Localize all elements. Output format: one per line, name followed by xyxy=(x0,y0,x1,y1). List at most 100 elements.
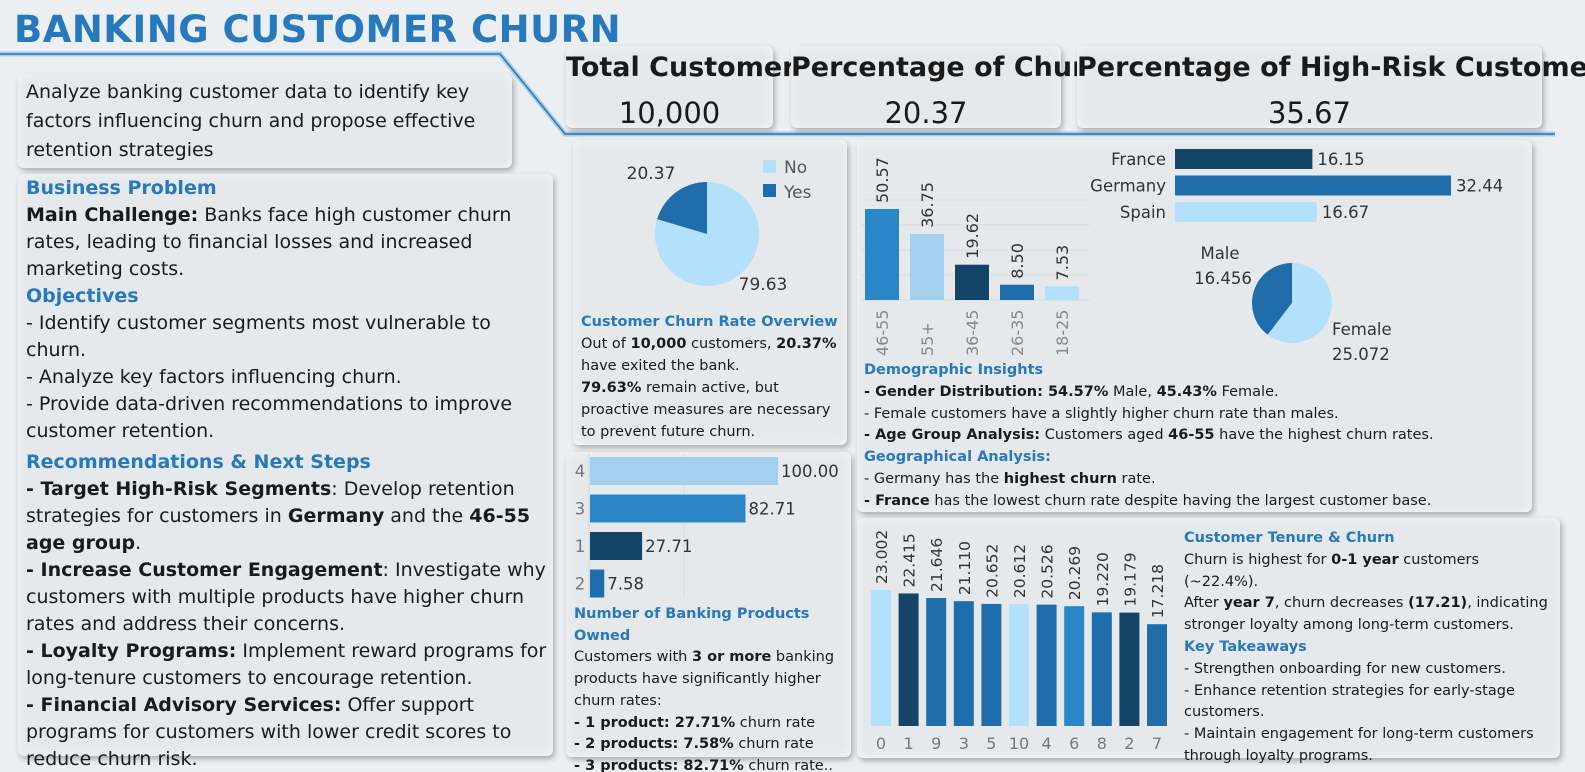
age-value-label: 19.62 xyxy=(963,213,982,259)
tenure-value-label: 23.002 xyxy=(873,530,891,584)
pie-label-female: Female xyxy=(1332,320,1392,339)
legend-label-yes: Yes xyxy=(783,183,812,203)
age-bar xyxy=(955,264,989,300)
demographic-item: - Age Group Analysis: Customers aged 46-… xyxy=(864,427,1434,444)
demographic-item: - Gender Distribution: 54.57% Male, 45.4… xyxy=(864,383,1279,400)
product-bar xyxy=(590,532,643,560)
products-text: Number of Banking Products Owned Custome… xyxy=(574,604,849,772)
tenure-bar xyxy=(1036,604,1057,726)
pie-slice-male xyxy=(1252,263,1292,335)
pie-label-yes: 20.37 xyxy=(627,164,676,184)
recommendations-title: Recommendations & Next Steps xyxy=(26,451,371,473)
tenure-bar xyxy=(898,593,919,726)
age-bar xyxy=(865,209,899,300)
products-item: - 2 products: 7.58% churn rate xyxy=(574,736,814,753)
product-bar xyxy=(590,494,746,523)
key-takeaway-item: - Maintain engagement for long-term cust… xyxy=(1184,726,1534,764)
product-value-label: 82.71 xyxy=(748,500,795,519)
products-item: - 1 product: 27.71% churn rate xyxy=(574,714,816,731)
tenure-bar xyxy=(1119,612,1140,726)
tenure-bar-chart: 23.002 0 22.415 1 21.646 9 21.110 3 20.652 5 20.61… xyxy=(871,530,1167,753)
tenure-value-label: 20.526 xyxy=(1039,544,1057,598)
tenure-bar xyxy=(953,601,974,726)
products-desc: Customers with 3 or more banking product… xyxy=(574,649,835,709)
tenure-category-label: 6 xyxy=(1069,734,1079,753)
geo-value-label: 16.67 xyxy=(1322,203,1369,222)
tenure-category-label: 7 xyxy=(1152,734,1162,753)
intro-box: Analyze banking customer data to identif… xyxy=(18,74,512,168)
page-title: BANKING CUSTOMER CHURN xyxy=(14,8,622,51)
gender-pie-chart: Male 16.456 Female 25.072 xyxy=(1194,244,1392,364)
pie-label-male: Male xyxy=(1200,244,1239,263)
product-bar xyxy=(590,569,605,598)
kpi-label: Percentage of High-Risk Customers xyxy=(1077,52,1585,83)
key-takeaway-item: - Strengthen onboarding for new customer… xyxy=(1184,660,1506,677)
demographic-title: Demographic Insights xyxy=(864,362,1044,378)
product-category-label: 3 xyxy=(575,500,586,519)
tenure-category-label: 10 xyxy=(1009,734,1029,753)
geographical-item: - Germany has the highest churn rate. xyxy=(864,470,1156,487)
tenure-category-label: 9 xyxy=(931,734,941,753)
tenure-title: Customer Tenure & Churn xyxy=(1184,530,1395,546)
pie-label-no: 79.63 xyxy=(739,275,788,295)
tenure-value-label: 20.612 xyxy=(1011,544,1029,598)
pie-slice-female xyxy=(1267,263,1332,343)
tenure-panel: 23.002 0 22.415 1 21.646 9 21.110 3 20.652 5 20.61… xyxy=(857,518,1560,764)
tenure-category-label: 4 xyxy=(1042,734,1052,753)
demographic-panel: 50.57 46-55 36.75 55+ 19.62 36-45 8.50 26-35 7.5… xyxy=(857,140,1532,512)
tenure-value-label: 19.179 xyxy=(1121,552,1139,606)
objective-item: - Analyze key factors influencing churn. xyxy=(26,366,402,388)
products-title: Number of Banking Products Owned xyxy=(574,606,810,644)
kpi-value: 10,000 xyxy=(618,96,721,130)
tenure-category-label: 8 xyxy=(1097,734,1107,753)
age-value-label: 8.50 xyxy=(1008,243,1027,279)
product-value-label: 7.58 xyxy=(607,575,644,594)
objective-item: - Provide data-driven recommendations to… xyxy=(26,393,513,442)
tenure-bar xyxy=(871,590,891,726)
tenure-value-label: 22.415 xyxy=(901,533,919,587)
tenure-value-label: 21.110 xyxy=(956,541,974,595)
business-problem-title: Business Problem xyxy=(26,177,217,199)
kpi-label: Percentage of Churn xyxy=(791,52,1105,83)
tenure-category-label: 5 xyxy=(986,734,996,753)
geo-value-label: 16.15 xyxy=(1317,150,1364,169)
age-bar-chart: 50.57 46-55 36.75 55+ 19.62 36-45 8.50 26-35 7.5… xyxy=(861,157,1090,357)
age-category-label: 46-55 xyxy=(873,310,892,357)
kpi-percentage-churn: Percentage of Churn 20.37 xyxy=(791,46,1105,130)
tenure-bar xyxy=(926,598,947,726)
tenure-value-label: 17.218 xyxy=(1149,564,1167,618)
age-value-label: 50.57 xyxy=(873,157,892,203)
kpi-value: 20.37 xyxy=(884,96,968,130)
churn-overview-text: Customer Churn Rate Overview Out of 10,0… xyxy=(581,311,843,443)
tenure-category-label: 2 xyxy=(1124,734,1134,753)
main-challenge: Main Challenge: Banks face high customer… xyxy=(26,204,512,280)
product-category-label: 4 xyxy=(575,462,586,481)
tenure-value-label: 20.269 xyxy=(1066,546,1084,600)
geo-category-label: Germany xyxy=(1090,177,1166,196)
pie-slice-yes xyxy=(657,182,707,234)
tenure-value-label: 21.646 xyxy=(928,538,946,592)
product-bar xyxy=(590,457,778,485)
key-takeaways-title: Key Takeaways xyxy=(1184,638,1307,655)
tenure-bar xyxy=(1064,606,1085,726)
age-bar xyxy=(1000,284,1034,300)
recommendation-item: - Financial Advisory Services: Offer sup… xyxy=(26,694,512,770)
recommendation-item: - Loyalty Programs: Implement reward pro… xyxy=(26,640,547,689)
tenure-bar xyxy=(1009,604,1029,726)
tenure-value-label: 20.652 xyxy=(983,544,1001,598)
tenure-bar xyxy=(1091,612,1112,726)
geo-value-label: 32.44 xyxy=(1456,177,1503,196)
demographic-item: - Female customers have a slightly highe… xyxy=(864,405,1339,422)
objectives-title: Objectives xyxy=(26,285,139,307)
recommendation-item: - Increase Customer Engagement: Investig… xyxy=(26,559,546,635)
tenure-category-label: 3 xyxy=(959,734,969,753)
pie-value-female: 25.072 xyxy=(1332,345,1390,364)
legend-label-no: No xyxy=(784,158,807,178)
age-category-label: 18-25 xyxy=(1053,310,1072,357)
geo-bar xyxy=(1175,202,1317,222)
demographic-text: Demographic Insights - Gender Distributi… xyxy=(864,360,1529,513)
geo-category-label: Spain xyxy=(1120,203,1166,222)
geo-category-label: France xyxy=(1111,150,1166,169)
geographical-item: - France has the lowest churn rate despi… xyxy=(864,492,1432,509)
churn-overview-panel: 20.37 79.63 No Yes Customer Churn Rate Over… xyxy=(573,140,847,445)
